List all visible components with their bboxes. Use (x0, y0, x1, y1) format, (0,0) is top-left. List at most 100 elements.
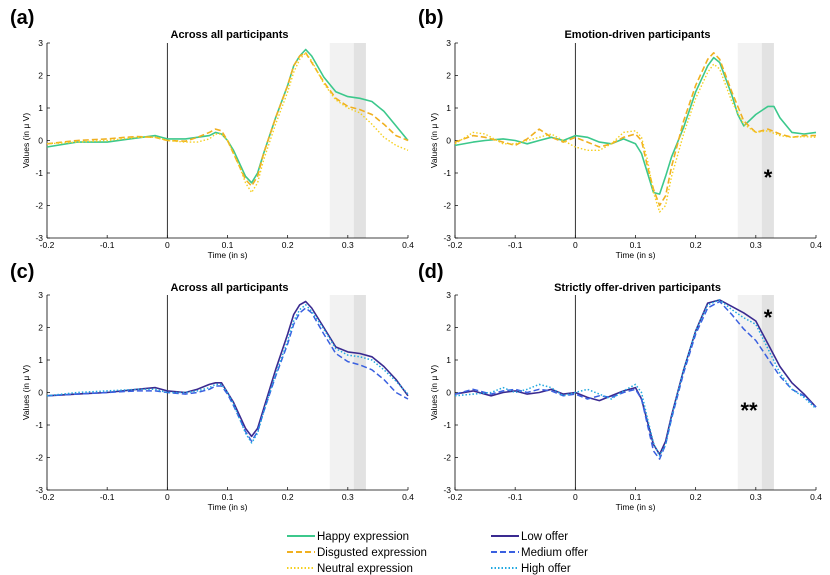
y-tick-label: 3 (38, 38, 43, 48)
panel-d: -0.2 -0.1 0 0.1 0.2 0.3 0.4 -3 -2 -1 0 1 2 3(d) Strict… (418, 261, 822, 512)
panel-label: (b) (418, 7, 444, 29)
y-tick-label: 1 (38, 355, 43, 365)
x-axis-label: Time (in s) (208, 250, 248, 260)
series-line-neutral (46, 52, 409, 194)
y-tick-label: -1 (443, 420, 451, 430)
legend-label-happy: Happy expression (317, 531, 409, 543)
y-tick-label: -2 (35, 201, 43, 211)
y-axis-label: Values (in μ V) (429, 365, 439, 420)
panel-title: Across all participants (171, 29, 289, 41)
panel-label: (a) (10, 7, 34, 29)
x-tick-label: 0.3 (342, 240, 354, 250)
x-tick-label: 0.2 (690, 492, 702, 502)
legend-label-low: Low offer (521, 531, 568, 543)
x-tick-label: 0 (165, 492, 170, 502)
x-tick-label: 0.1 (222, 492, 234, 502)
significance-marker: ** (740, 398, 758, 423)
y-tick-label: 3 (446, 38, 451, 48)
panel-label: (d) (418, 261, 444, 283)
series-line-disgusted (454, 52, 816, 207)
x-tick-label: 0.1 (222, 240, 234, 250)
y-tick-label: -1 (443, 168, 451, 178)
y-tick-label: 2 (38, 71, 43, 81)
x-tick-label: -0.2 (448, 492, 463, 502)
series-line-happy (454, 56, 817, 195)
legend-label-disgusted: Disgusted expression (317, 547, 427, 559)
x-tick-label: 0.2 (282, 492, 294, 502)
y-tick-label: 1 (446, 103, 451, 113)
x-tick-label: 0.4 (402, 492, 414, 502)
x-tick-label: 0.1 (630, 492, 642, 502)
series-line-low (46, 300, 409, 438)
legend-label-neutral: Neutral expression (317, 563, 413, 575)
series-line-happy (46, 48, 409, 184)
series-line-medium (46, 307, 409, 443)
panel-label: (c) (10, 261, 34, 283)
x-axis-label: Time (in s) (208, 502, 248, 512)
series-line-low (454, 299, 817, 456)
shaded-window (353, 43, 366, 238)
x-tick-label: 0.4 (810, 240, 822, 250)
x-tick-label: -0.1 (508, 240, 523, 250)
panel-c: -0.2 -0.1 0 0.1 0.2 0.3 0.4 -3 -2 -1 0 1 2 3 (c) Across… (10, 261, 414, 512)
y-tick-label: 2 (38, 323, 43, 333)
x-tick-label: -0.2 (40, 240, 55, 250)
y-tick-label: -1 (35, 168, 43, 178)
y-tick-label: -2 (443, 453, 451, 463)
x-tick-label: 0.2 (690, 240, 702, 250)
y-tick-label: -1 (35, 420, 43, 430)
series-line-medium (454, 300, 817, 460)
y-tick-label: -3 (443, 485, 451, 495)
y-tick-label: 0 (38, 136, 43, 146)
x-tick-label: 0 (573, 240, 578, 250)
x-tick-label: 0.1 (630, 240, 642, 250)
panel-title: Strictly offer-driven participants (554, 282, 721, 294)
shaded-window (761, 295, 774, 490)
y-tick-label: 0 (38, 388, 43, 398)
y-tick-label: 2 (446, 323, 451, 333)
y-tick-label: 0 (446, 136, 451, 146)
y-tick-label: -3 (35, 233, 43, 243)
shaded-window (761, 43, 774, 238)
panel-title: Emotion-driven participants (564, 29, 710, 41)
significance-marker: * (764, 305, 773, 330)
y-tick-label: 2 (446, 71, 451, 81)
panel-b: -0.2 -0.1 0 0.1 0.2 0.3 0.4 -3 -2 -1 0 1 2 3(b) Emotio… (418, 7, 822, 260)
y-tick-label: -2 (35, 453, 43, 463)
y-tick-label: 3 (446, 290, 451, 300)
x-tick-label: 0 (573, 492, 578, 502)
x-tick-label: 0.3 (750, 492, 762, 502)
y-tick-label: 0 (446, 388, 451, 398)
legend-label-medium: Medium offer (521, 547, 588, 559)
significance-marker: * (764, 165, 773, 190)
x-tick-label: -0.2 (448, 240, 463, 250)
x-tick-label: -0.2 (40, 492, 55, 502)
shaded-window (353, 295, 366, 490)
legend: Happy expression Disgusted expression Neut… (287, 531, 588, 575)
x-tick-label: 0.3 (750, 240, 762, 250)
x-tick-label: 0 (165, 240, 170, 250)
y-tick-label: 3 (38, 290, 43, 300)
y-tick-label: 1 (38, 103, 43, 113)
x-tick-label: -0.1 (100, 240, 115, 250)
y-tick-label: -2 (443, 201, 451, 211)
y-tick-label: 1 (446, 355, 451, 365)
y-tick-label: -3 (443, 233, 451, 243)
y-tick-label: -3 (35, 485, 43, 495)
x-axis-label: Time (in s) (616, 502, 656, 512)
panel-title: Across all participants (171, 282, 289, 294)
x-tick-label: 0.4 (402, 240, 414, 250)
x-tick-label: 0.3 (342, 492, 354, 502)
series-line-neutral (454, 63, 817, 213)
x-tick-label: -0.1 (100, 492, 115, 502)
x-tick-label: -0.1 (508, 492, 523, 502)
panel-a: -0.2 -0.1 0 0.1 0.2 0.3 0.4 -3 -2 -1 0 1 2 3 (a) Across… (10, 7, 414, 260)
y-axis-label: Values (in μ V) (429, 113, 439, 168)
x-tick-label: 0.4 (810, 492, 822, 502)
y-axis-label: Values (in μ V) (21, 113, 31, 168)
legend-label-high: High offer (521, 563, 571, 575)
x-tick-label: 0.2 (282, 240, 294, 250)
y-axis-label: Values (in μ V) (21, 365, 31, 420)
x-axis-label: Time (in s) (616, 250, 656, 260)
